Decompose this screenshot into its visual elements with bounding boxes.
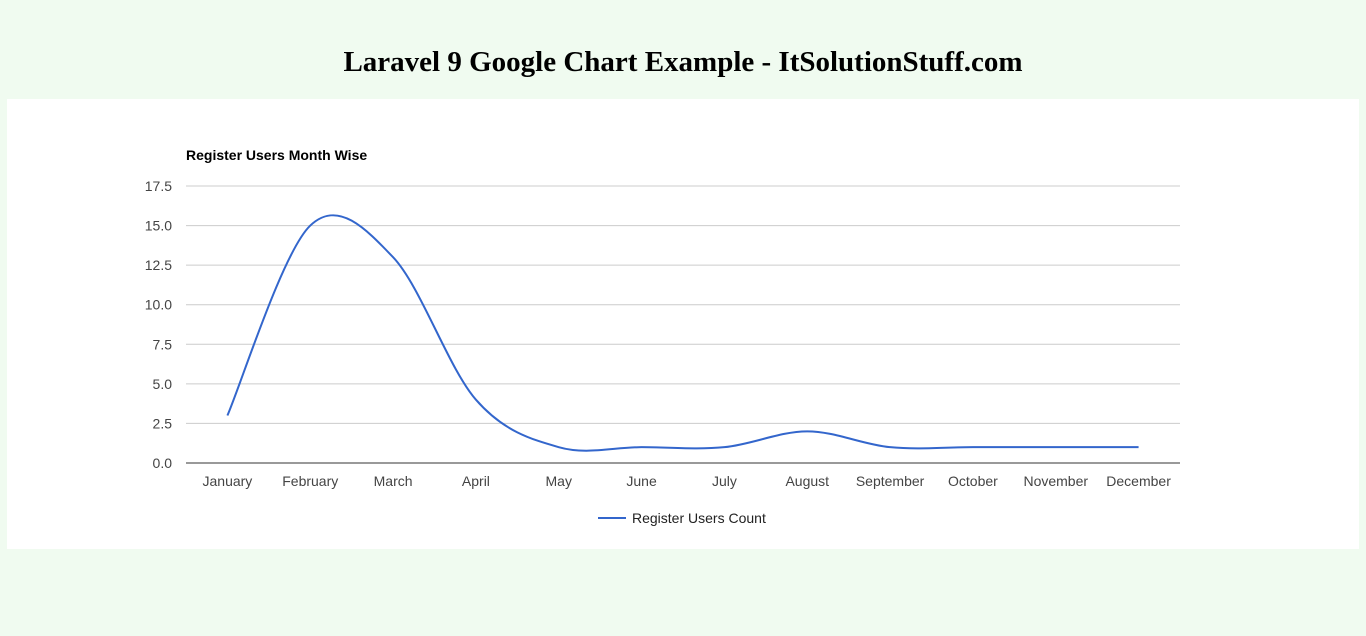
- series-line[interactable]: [226, 214, 1139, 452]
- x-tick-label: August: [785, 473, 829, 489]
- y-tick-label: 2.5: [153, 415, 173, 431]
- line-chart: Register Users Month Wise 0.0 2.5 5.0 7.5 10…: [145, 147, 1180, 526]
- x-tick-label: May: [546, 473, 572, 489]
- x-tick-label: January: [203, 473, 253, 489]
- y-tick-label: 10.0: [145, 297, 172, 313]
- y-axis-tick-labels: 0.0 2.5 5.0 7.5 10.0 12.5 15.0 17.5: [145, 178, 172, 471]
- x-tick-label: November: [1023, 473, 1088, 489]
- x-axis-tick-labels: January February March April May June July Augu…: [203, 473, 1172, 489]
- legend-label: Register Users Count: [632, 510, 766, 526]
- y-tick-label: 15.0: [145, 218, 172, 234]
- y-tick-label: 12.5: [145, 257, 172, 273]
- series-lines: [226, 214, 1139, 452]
- x-tick-label: July: [712, 473, 737, 489]
- y-tick-label: 17.5: [145, 178, 172, 194]
- y-tick-label: 7.5: [153, 336, 173, 352]
- x-tick-label: April: [462, 473, 490, 489]
- page-title: Laravel 9 Google Chart Example - ItSolut…: [343, 46, 1023, 78]
- gridlines: [186, 185, 1180, 424]
- x-tick-label: March: [374, 473, 413, 489]
- x-tick-label: October: [948, 473, 998, 489]
- y-tick-label: 5.0: [153, 376, 173, 392]
- y-tick-label: 0.0: [153, 455, 173, 471]
- legend[interactable]: Register Users Count: [598, 510, 766, 526]
- x-tick-label: June: [626, 473, 657, 489]
- x-tick-label: December: [1106, 473, 1171, 489]
- chart-title: Register Users Month Wise: [186, 147, 367, 163]
- x-tick-label: September: [856, 473, 925, 489]
- chart-container: Register Users Month Wise 0.0 2.5 5.0 7.5 10…: [7, 99, 1359, 549]
- x-tick-label: February: [282, 473, 338, 489]
